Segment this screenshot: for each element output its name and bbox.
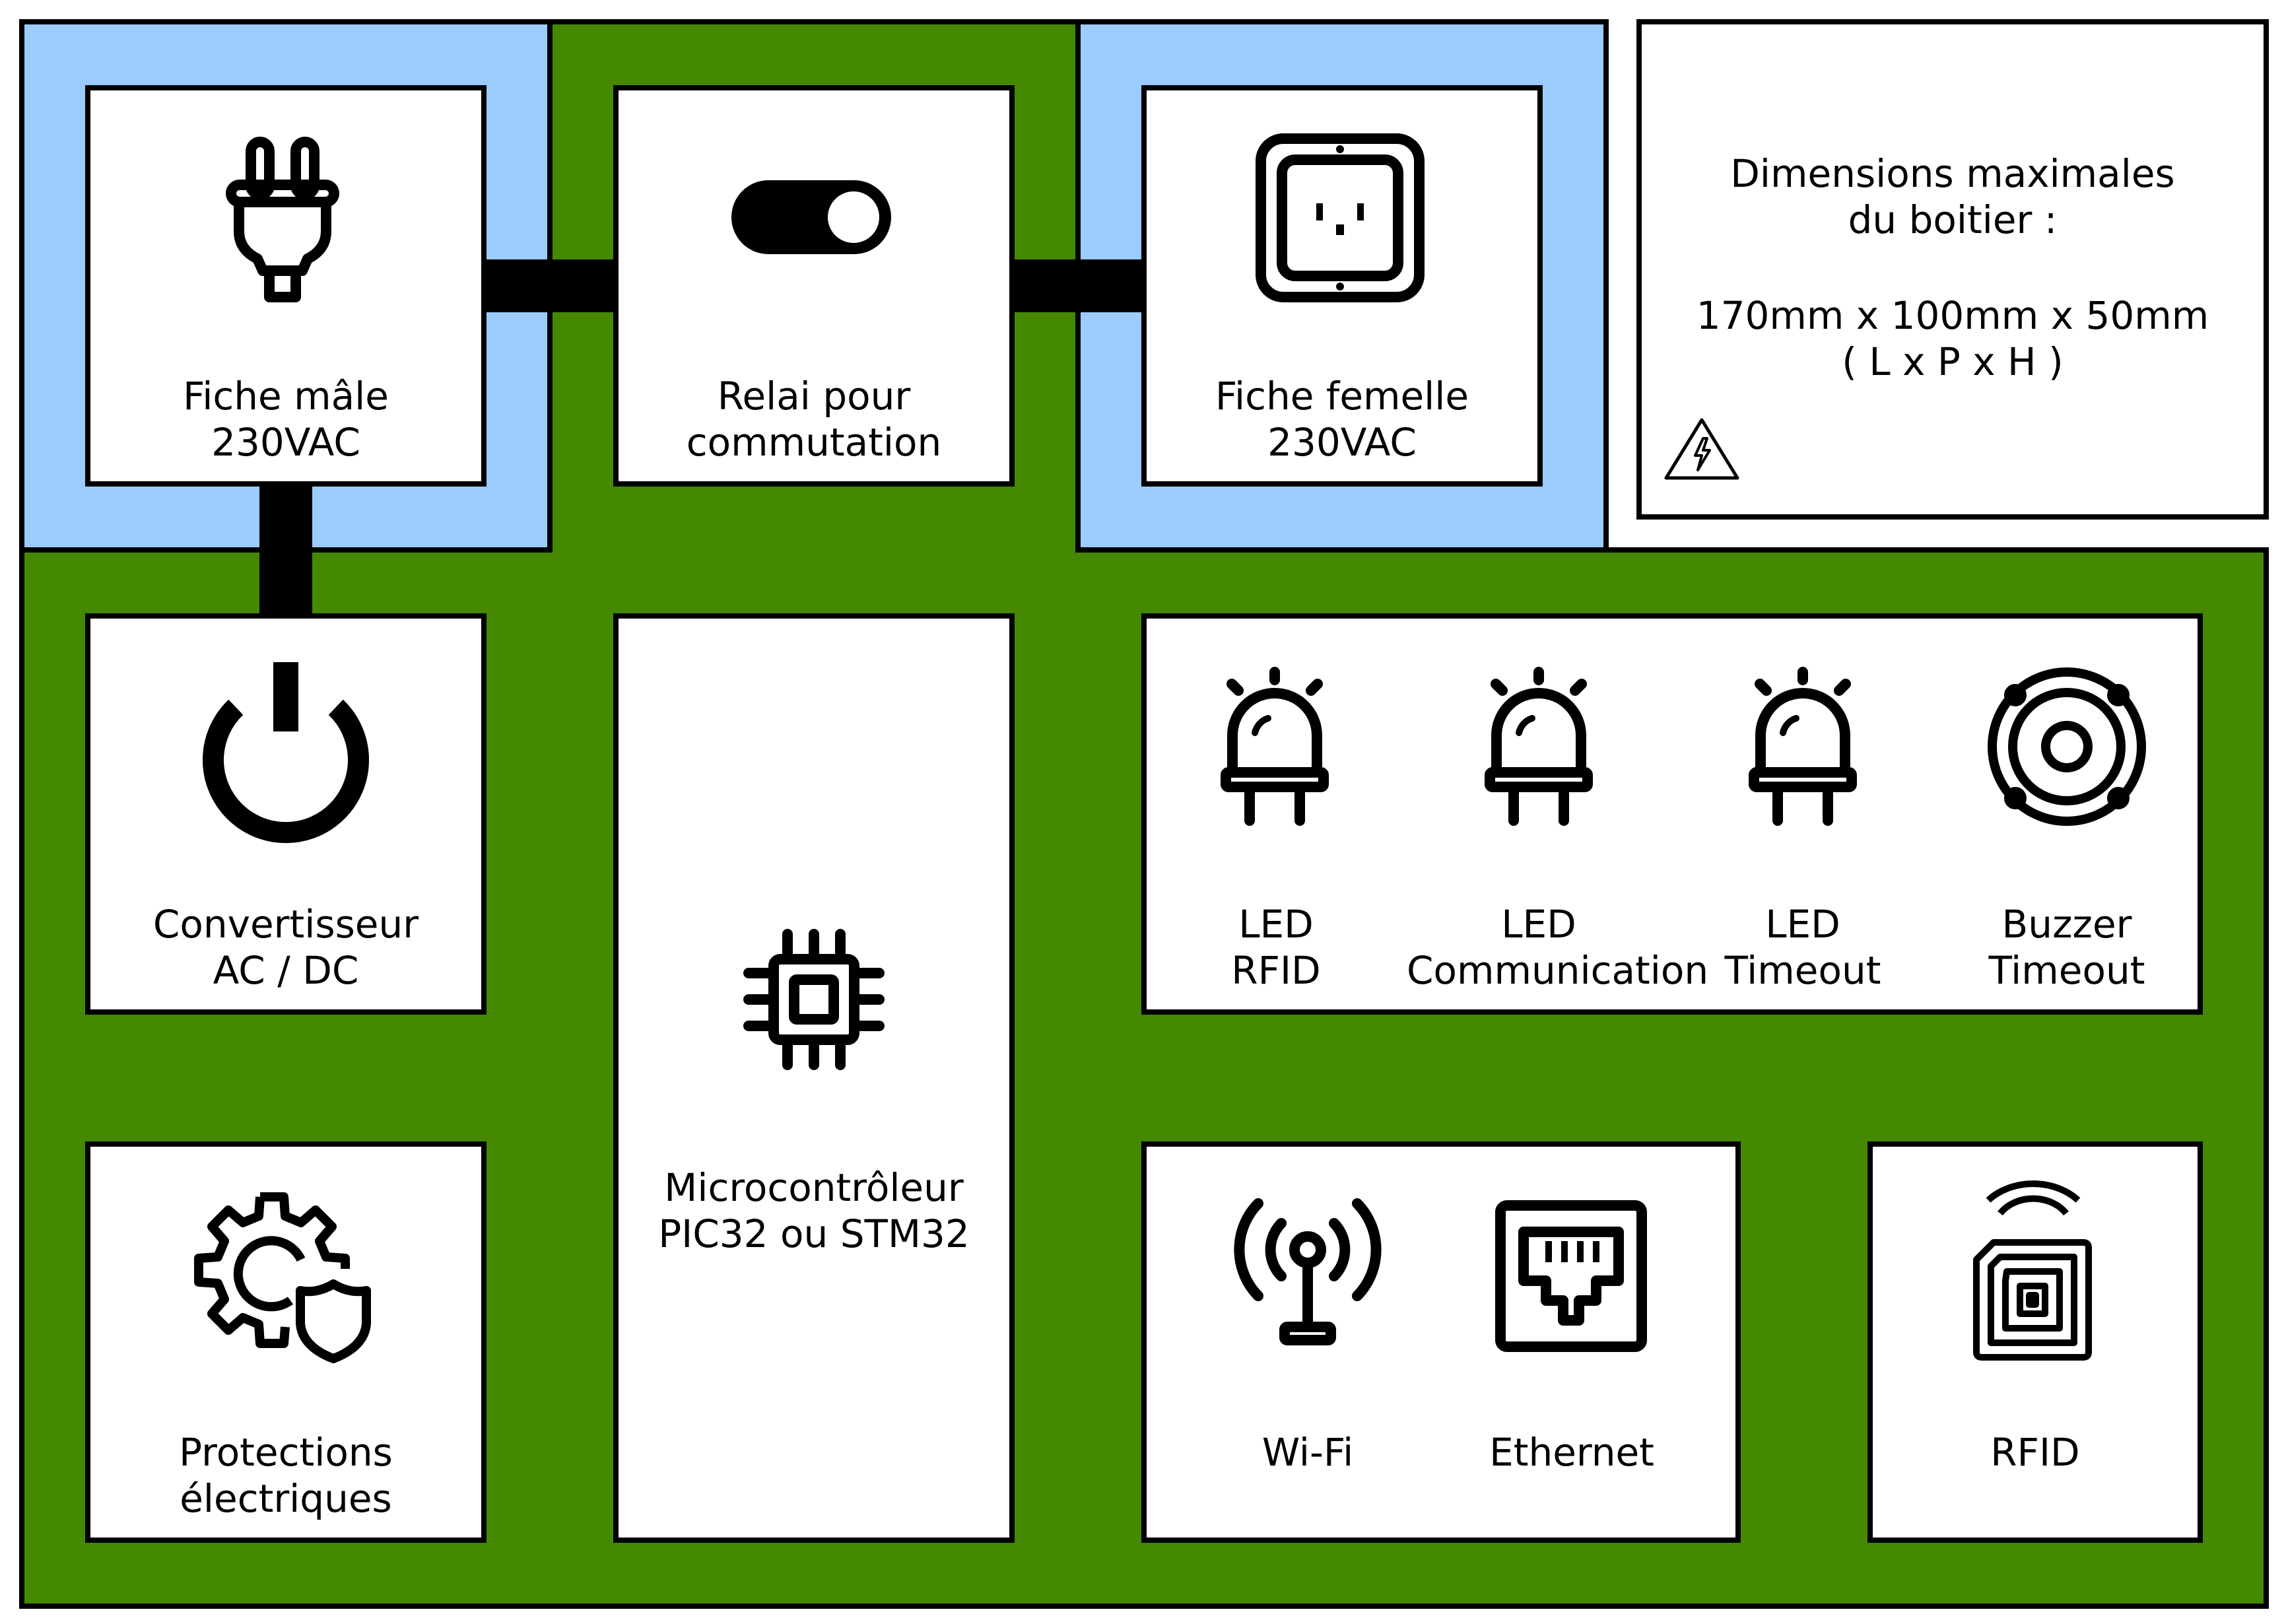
female-socket-label: Fiche femelle 230VAC xyxy=(1144,373,1540,465)
protections-label-line1: Protections xyxy=(179,1430,393,1475)
microcontroller-label-line2: PIC32 ou STM32 xyxy=(658,1211,970,1256)
protections-label-line2: électriques xyxy=(180,1476,392,1521)
relay-label-line1: Relai pour xyxy=(717,374,911,419)
link-plug-relay xyxy=(484,259,616,312)
link-plug-converter xyxy=(259,484,312,616)
chip-icon xyxy=(743,929,885,1070)
converter-label: Convertisseur AC / DC xyxy=(88,901,484,994)
led-rfid-label: LED RFID xyxy=(1144,901,1408,994)
toggle-switch-icon xyxy=(731,180,891,254)
male-plug-label-line2: 230VAC xyxy=(211,420,360,465)
ethernet-port-icon xyxy=(1495,1200,1647,1352)
block-microcontroller xyxy=(613,613,1015,1543)
dimensions-line1: Dimensions maximales xyxy=(1730,151,2175,196)
led-communication-label-line2: Communication xyxy=(1407,948,1709,993)
buzzer-timeout-label-line1: Buzzer xyxy=(2001,902,2132,947)
power-icon xyxy=(203,662,369,844)
relay-label: Relai pour commutation xyxy=(616,373,1012,465)
gear-shield-icon xyxy=(194,1192,371,1363)
led-communication-label-line1: LED xyxy=(1501,902,1576,947)
led-timeout-label-line1: LED xyxy=(1765,902,1840,947)
wifi-label: Wi-Fi xyxy=(1261,1430,1354,1475)
rfid-label: RFID xyxy=(1990,1430,2080,1475)
led-icon xyxy=(1485,667,1593,826)
microcontroller-label-line1: Microcontrôleur xyxy=(664,1165,964,1210)
link-relay-socket xyxy=(1012,259,1144,312)
buzzer-timeout-label-line2: Timeout xyxy=(1988,948,2145,993)
led-rfid-label-line2: RFID xyxy=(1231,948,1321,993)
led-timeout-label: LED Timeout xyxy=(1671,901,1935,994)
dimensions-line4: ( L x P x H ) xyxy=(1842,339,2064,384)
converter-label-line2: AC / DC xyxy=(213,948,359,993)
dimensions-line2: du boitier : xyxy=(1848,197,2058,242)
block-connectivity xyxy=(1141,1141,1741,1543)
block-male-plug xyxy=(85,85,487,487)
block-relay xyxy=(613,85,1015,487)
male-plug-label: Fiche mâle 230VAC xyxy=(88,373,484,465)
ethernet-label: Ethernet xyxy=(1489,1430,1654,1475)
block-dimensions-note xyxy=(1636,19,2269,520)
microcontroller-label: Microcontrôleur PIC32 ou STM32 xyxy=(616,1165,1012,1257)
female-socket-label-line2: 230VAC xyxy=(1267,420,1417,465)
plug-icon xyxy=(226,137,339,302)
rfid-tag-icon xyxy=(1973,1180,2092,1361)
dimensions-note-text: Dimensions maximales du boitier : 170mm … xyxy=(1639,151,2266,385)
block-converter xyxy=(85,613,487,1015)
led-communication-label: LED Communication xyxy=(1407,901,1709,994)
female-socket-label-line1: Fiche femelle xyxy=(1215,374,1469,419)
protections-label: Protections électriques xyxy=(88,1429,484,1522)
antenna-icon xyxy=(1234,1198,1382,1345)
led-rfid-label-line1: LED xyxy=(1238,902,1314,947)
male-plug-label-line1: Fiche mâle xyxy=(183,374,389,419)
power-socket-icon xyxy=(1256,133,1425,302)
high-voltage-warning-icon xyxy=(1664,418,1739,480)
led-icon xyxy=(1749,667,1857,826)
dimensions-line3: 170mm x 100mm x 50mm xyxy=(1696,293,2209,338)
led-icon xyxy=(1221,667,1329,826)
speaker-icon xyxy=(1988,667,2146,826)
relay-label-line2: commutation xyxy=(686,420,942,465)
converter-label-line1: Convertisseur xyxy=(152,902,419,947)
buzzer-timeout-label: Buzzer Timeout xyxy=(1935,901,2199,994)
led-timeout-label-line2: Timeout xyxy=(1724,948,1881,993)
